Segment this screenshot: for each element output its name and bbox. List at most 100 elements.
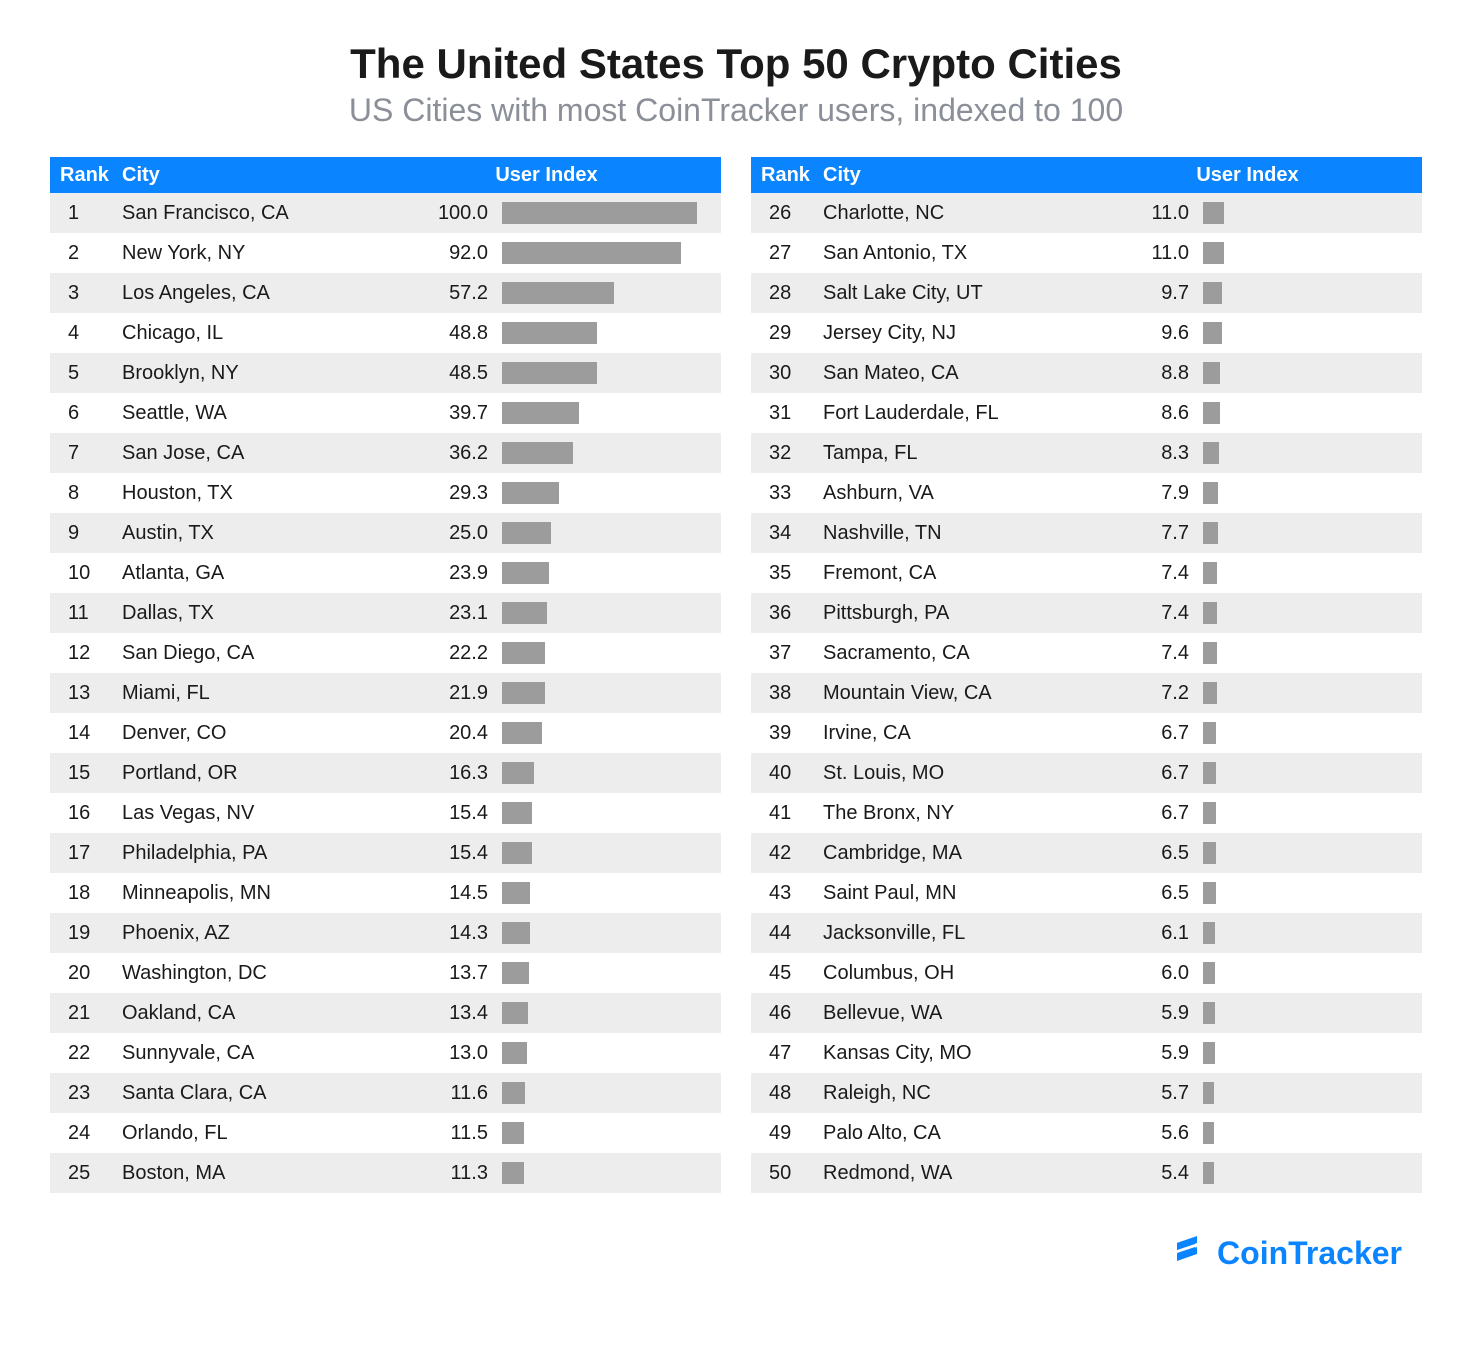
cell-city: Austin, TX: [122, 522, 372, 545]
index-bar: [502, 962, 529, 984]
table-row: 31Fort Lauderdale, FL8.6: [751, 393, 1422, 433]
cell-bar-container: [1203, 442, 1422, 464]
table-row: 18Minneapolis, MN14.5: [50, 873, 721, 913]
table-row: 37Sacramento, CA7.4: [751, 633, 1422, 673]
index-bar: [1203, 882, 1216, 904]
index-bar: [1203, 1162, 1214, 1184]
cell-rank: 1: [50, 202, 122, 225]
cell-index-value: 9.6: [1073, 322, 1203, 345]
cell-city: Dallas, TX: [122, 602, 372, 625]
table-row: 34Nashville, TN7.7: [751, 513, 1422, 553]
table-row: 13Miami, FL21.9: [50, 673, 721, 713]
cell-city: Charlotte, NC: [823, 202, 1073, 225]
cell-rank: 12: [50, 642, 122, 665]
table-row: 19Phoenix, AZ14.3: [50, 913, 721, 953]
table-left: Rank City User Index 1San Francisco, CA1…: [50, 157, 721, 1193]
cell-rank: 6: [50, 402, 122, 425]
col-header-index: User Index: [1073, 164, 1422, 187]
cell-city: Los Angeles, CA: [122, 282, 372, 305]
cell-bar-container: [502, 1002, 721, 1024]
table-row: 17Philadelphia, PA15.4: [50, 833, 721, 873]
cell-bar-container: [502, 882, 721, 904]
cell-city: Santa Clara, CA: [122, 1082, 372, 1105]
cell-rank: 30: [751, 362, 823, 385]
table-row: 3Los Angeles, CA57.2: [50, 273, 721, 313]
table-row: 6Seattle, WA39.7: [50, 393, 721, 433]
cell-city: Orlando, FL: [122, 1122, 372, 1145]
cell-bar-container: [1203, 882, 1422, 904]
cell-index-value: 14.3: [372, 922, 502, 945]
cell-bar-container: [502, 202, 721, 224]
cell-rank: 16: [50, 802, 122, 825]
cell-rank: 20: [50, 962, 122, 985]
cell-bar-container: [1203, 842, 1422, 864]
col-header-index: User Index: [372, 164, 721, 187]
table-row: 26Charlotte, NC11.0: [751, 193, 1422, 233]
cell-rank: 37: [751, 642, 823, 665]
cell-index-value: 5.6: [1073, 1122, 1203, 1145]
cell-bar-container: [502, 722, 721, 744]
cell-index-value: 14.5: [372, 882, 502, 905]
cell-city: Kansas City, MO: [823, 1042, 1073, 1065]
cell-rank: 50: [751, 1162, 823, 1185]
table-row: 21Oakland, CA13.4: [50, 993, 721, 1033]
table-row: 15Portland, OR16.3: [50, 753, 721, 793]
cell-index-value: 8.3: [1073, 442, 1203, 465]
cell-bar-container: [1203, 802, 1422, 824]
tables-container: Rank City User Index 1San Francisco, CA1…: [50, 157, 1422, 1193]
cell-bar-container: [502, 922, 721, 944]
index-bar: [1203, 322, 1222, 344]
cell-rank: 49: [751, 1122, 823, 1145]
cell-bar-container: [502, 962, 721, 984]
cell-city: Saint Paul, MN: [823, 882, 1073, 905]
cell-city: Houston, TX: [122, 482, 372, 505]
cell-city: Jacksonville, FL: [823, 922, 1073, 945]
cell-city: Washington, DC: [122, 962, 372, 985]
cointracker-logo-text: CoinTracker: [1217, 1235, 1402, 1272]
table-row: 40St. Louis, MO6.7: [751, 753, 1422, 793]
cell-index-value: 21.9: [372, 682, 502, 705]
index-bar: [502, 762, 534, 784]
cell-bar-container: [1203, 482, 1422, 504]
cell-bar-container: [1203, 1042, 1422, 1064]
cell-rank: 32: [751, 442, 823, 465]
cell-bar-container: [1203, 1082, 1422, 1104]
index-bar: [502, 1042, 527, 1064]
cell-rank: 39: [751, 722, 823, 745]
cell-city: Minneapolis, MN: [122, 882, 372, 905]
index-bar: [502, 322, 597, 344]
cell-rank: 4: [50, 322, 122, 345]
cell-bar-container: [502, 442, 721, 464]
cell-city: Fort Lauderdale, FL: [823, 402, 1073, 425]
cell-city: Mountain View, CA: [823, 682, 1073, 705]
cell-bar-container: [502, 482, 721, 504]
cell-rank: 26: [751, 202, 823, 225]
cell-city: Irvine, CA: [823, 722, 1073, 745]
cell-index-value: 25.0: [372, 522, 502, 545]
cell-index-value: 11.0: [1073, 202, 1203, 225]
table-row: 30San Mateo, CA8.8: [751, 353, 1422, 393]
cell-index-value: 7.9: [1073, 482, 1203, 505]
index-bar: [1203, 362, 1220, 384]
table-row: 28Salt Lake City, UT9.7: [751, 273, 1422, 313]
table-row: 33Ashburn, VA7.9: [751, 473, 1422, 513]
index-bar: [502, 642, 545, 664]
index-bar: [502, 1002, 528, 1024]
cell-bar-container: [1203, 762, 1422, 784]
cell-bar-container: [1203, 1122, 1422, 1144]
table-row: 12San Diego, CA22.2: [50, 633, 721, 673]
cell-bar-container: [502, 602, 721, 624]
cell-bar-container: [502, 522, 721, 544]
cell-index-value: 11.6: [372, 1082, 502, 1105]
cell-bar-container: [502, 642, 721, 664]
table-right: Rank City User Index 26Charlotte, NC11.0…: [751, 157, 1422, 1193]
index-bar: [1203, 1122, 1214, 1144]
index-bar: [1203, 202, 1224, 224]
cell-city: Brooklyn, NY: [122, 362, 372, 385]
cell-bar-container: [502, 1042, 721, 1064]
index-bar: [1203, 482, 1218, 504]
table-row: 48Raleigh, NC5.7: [751, 1073, 1422, 1113]
table-row: 47Kansas City, MO5.9: [751, 1033, 1422, 1073]
cell-bar-container: [502, 802, 721, 824]
cell-bar-container: [502, 242, 721, 264]
